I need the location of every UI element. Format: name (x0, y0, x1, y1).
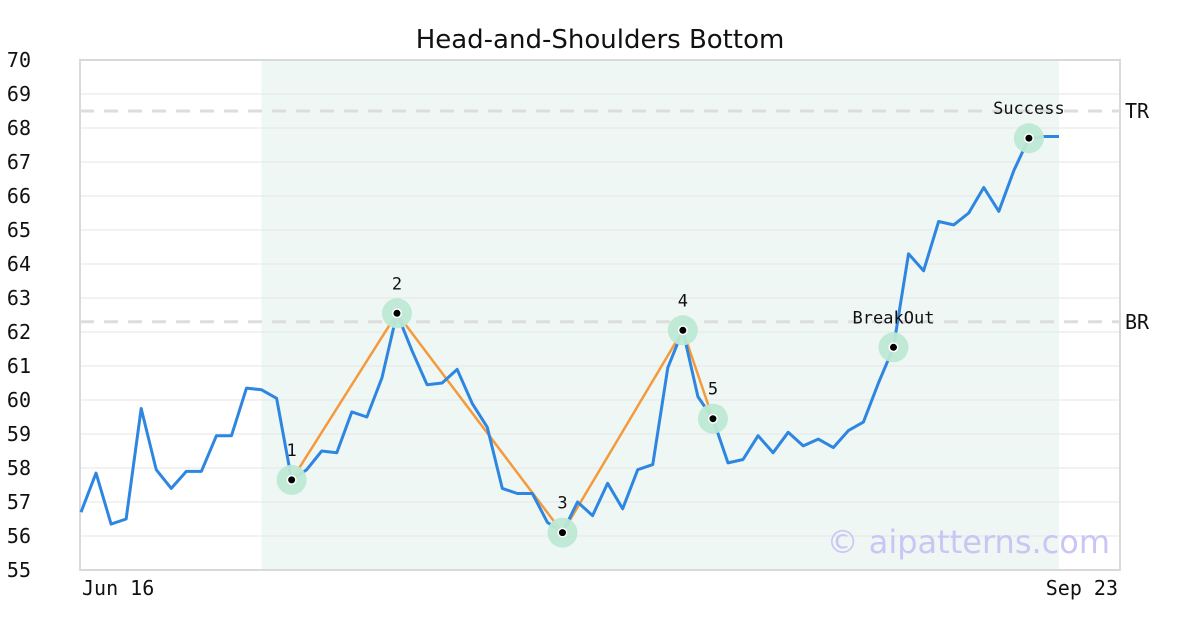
x-tick-start: Jun 16 (82, 576, 154, 600)
y-tick-label: 61 (7, 354, 31, 378)
chart-title: Head-and-Shoulders Bottom (416, 25, 785, 55)
pattern-segment (561, 329, 684, 534)
y-tick-label: 63 (7, 286, 31, 310)
y-tick-label: 62 (7, 320, 31, 344)
y-tick-label: 65 (7, 218, 31, 242)
marker-dot (288, 476, 296, 484)
y-tick-label: 69 (7, 82, 31, 106)
pattern-point-label: 4 (678, 291, 688, 311)
point-marker: 2 (381, 274, 412, 329)
y-tick-label: 67 (7, 150, 31, 174)
y-axis-ticks: 55 56 57 58 59 60 61 62 63 64 65 66 67 68 69 70 (7, 48, 31, 582)
markers: 1 2 3 4 5 BreakOut Success (276, 99, 1065, 548)
event-label: Success (993, 99, 1065, 119)
x-tick-end: Sep 23 (1046, 576, 1118, 600)
y-tick-label: 68 (7, 116, 31, 140)
point-marker: BreakOut (853, 308, 935, 363)
y-tick-label: 57 (7, 490, 31, 514)
level-label-br: BR (1125, 310, 1150, 334)
level-lines: TR BR (80, 99, 1150, 334)
plot-frame (79, 59, 1121, 571)
point-marker: 4 (667, 291, 698, 346)
pattern-point-label: 3 (557, 494, 567, 514)
y-tick-label: 59 (7, 422, 31, 446)
marker-dot (889, 343, 897, 351)
pattern-region (261, 60, 1059, 570)
level-label-tr: TR (1125, 99, 1150, 123)
pattern-point-label: 2 (392, 274, 402, 294)
point-marker: 5 (697, 380, 728, 434)
y-tick-label: 56 (7, 524, 31, 548)
y-tick-label: 66 (7, 184, 31, 208)
point-marker: Success (993, 99, 1065, 154)
y-tick-label: 58 (7, 456, 31, 480)
point-marker: 3 (547, 494, 578, 548)
pattern-segment (290, 312, 399, 481)
watermark: © aipatterns.com (827, 523, 1110, 561)
pattern-point-label: 5 (708, 380, 718, 400)
point-marker: 1 (276, 441, 307, 495)
price-line (79, 135, 1059, 535)
grid-lines (80, 59, 1120, 571)
marker-dot (679, 326, 687, 334)
y-tick-label: 70 (7, 48, 31, 72)
marker-dot (393, 309, 401, 317)
marker-dot (1025, 134, 1033, 142)
pattern-segment (681, 329, 715, 420)
marker-dot (709, 415, 717, 423)
y-tick-label: 55 (7, 558, 31, 582)
pattern-point-label: 1 (287, 441, 297, 461)
marker-dot (558, 529, 566, 537)
event-label: BreakOut (853, 308, 935, 328)
y-tick-label: 60 (7, 388, 31, 412)
y-tick-label: 64 (7, 252, 31, 276)
